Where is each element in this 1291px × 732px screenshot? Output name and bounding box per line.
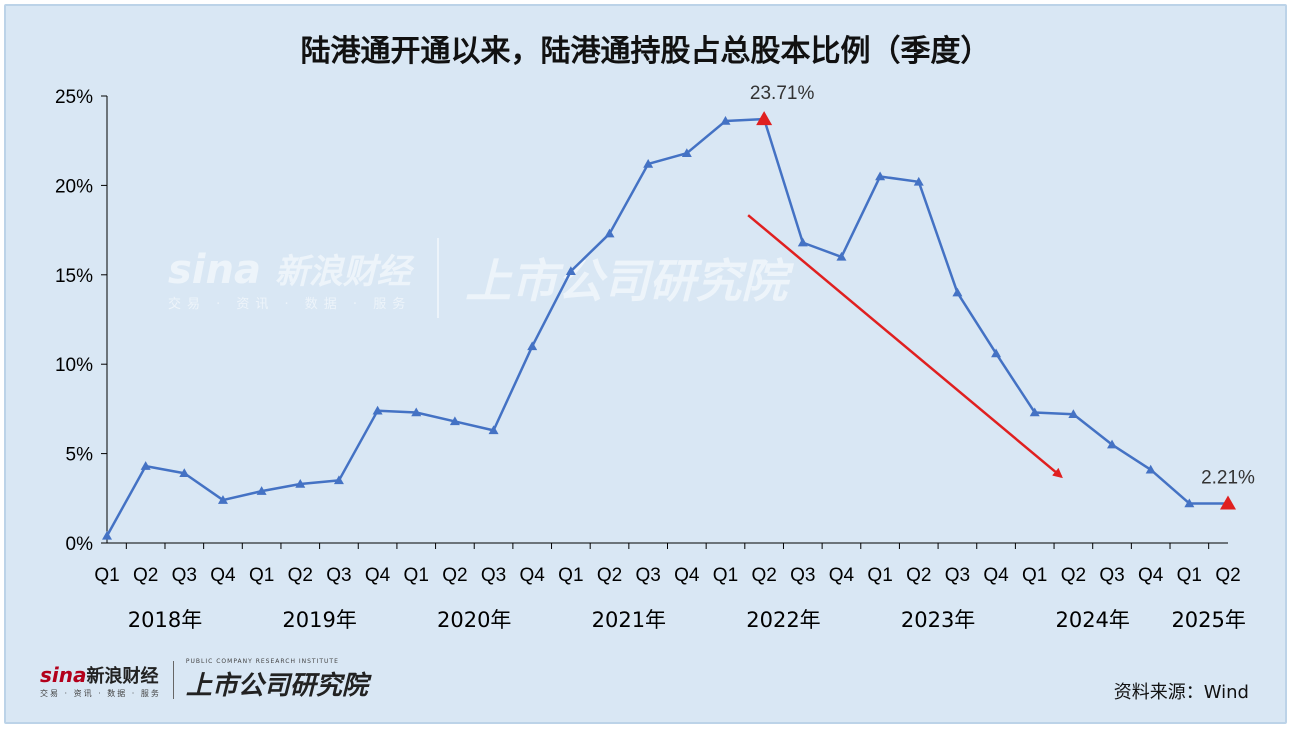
data-point-marker: [1107, 439, 1118, 449]
data-point-marker: [449, 416, 460, 426]
watermark-institute: 上市公司研究院: [465, 254, 788, 308]
data-point-marker: [952, 287, 963, 297]
x-tick-label: Q3: [481, 565, 506, 586]
x-tick-label: Q3: [790, 565, 815, 586]
x-tick-label: Q2: [751, 565, 776, 586]
footer-logos: sina新浪财经 交易 · 资讯 · 数据 · 服务 PUBLIC COMPAN…: [40, 658, 368, 702]
x-tick-label: Q4: [983, 565, 1009, 586]
data-point-marker: [913, 176, 924, 186]
data-point-marker: [140, 461, 151, 470]
highlight-point-marker: [756, 111, 773, 126]
x-tick-label: Q1: [1177, 565, 1202, 586]
data-point-marker: [604, 228, 615, 238]
x-tick-label: Q3: [1099, 565, 1124, 586]
y-tick-label: 25%: [55, 87, 93, 108]
chart-frame: [4, 4, 1287, 724]
year-label: 2022年: [746, 608, 820, 632]
series-line: [102, 111, 1236, 540]
logo-divider: [172, 661, 174, 699]
y-tick-label: 15%: [55, 266, 93, 287]
tick-labels: 0% 5% 10% 15% 20% 25% Q1 Q2 Q3 Q4 Q1 Q2 Q3 Q4 Q1 Q2 Q3 Q4…: [55, 87, 1246, 632]
data-point-marker: [1029, 407, 1040, 417]
data-point-marker: [411, 407, 422, 417]
data-point-marker: [1068, 409, 1079, 419]
x-tick-label: Q1: [94, 565, 119, 586]
data-point-marker: [875, 171, 886, 181]
data-point-marker: [217, 495, 228, 504]
x-tick-label: Q1: [1022, 565, 1047, 586]
x-tick-label: Q2: [1215, 565, 1240, 586]
data-point-marker: [256, 486, 267, 495]
y-tick-label: 5%: [66, 445, 94, 466]
x-tick-label: Q1: [404, 565, 429, 586]
data-point-marker: [333, 475, 344, 485]
data-point-marker: [720, 116, 731, 125]
watermark: sina 新浪财经 交易 · 资讯 · 数据 · 服务 上市公司研究院: [168, 238, 787, 318]
institute-logo: PUBLIC COMPANY RESEARCH INSTITUTE 上市公司研究…: [185, 658, 368, 701]
data-point-marker: [836, 251, 847, 261]
x-tick-label: Q4: [210, 565, 236, 586]
x-tick-label: Q3: [326, 565, 351, 586]
series-polyline: [105, 117, 1228, 537]
data-point-marker: [643, 158, 654, 168]
x-tick-label: Q2: [906, 565, 931, 586]
data-point-marker: [372, 405, 383, 415]
x-tick-label: Q2: [288, 565, 313, 586]
x-tick-label: Q3: [945, 565, 970, 586]
data-point-marker: [295, 478, 306, 488]
sina-finance-logo: sina新浪财经 交易 · 资讯 · 数据 · 服务: [40, 662, 161, 698]
data-point-marker: [991, 348, 1002, 358]
year-label: 2018年: [128, 608, 202, 632]
data-point-marker: [102, 530, 112, 540]
x-tick-label: Q4: [829, 565, 855, 586]
y-tick-label: 20%: [55, 176, 93, 197]
data-point-marker: [681, 148, 692, 157]
data-point-marker: [488, 425, 499, 435]
y-tick-label: 10%: [55, 355, 93, 376]
year-label: 2019年: [282, 608, 356, 632]
chart-title: 陆港通开通以来，陆港通持股占总股本比例（季度）: [300, 34, 991, 69]
watermark-divider: [437, 238, 440, 318]
x-tick-label: Q2: [597, 565, 622, 586]
x-tick-label: Q1: [249, 565, 274, 586]
year-label: 2023年: [901, 608, 975, 632]
x-tick-label: Q3: [172, 565, 197, 586]
data-point-marker: [179, 468, 190, 478]
x-tick-label: Q1: [713, 565, 738, 586]
x-tick-label: Q4: [1138, 565, 1164, 586]
data-point-marker: [1145, 464, 1156, 474]
highlight-point-marker: [1220, 495, 1236, 510]
x-tick-label: Q4: [365, 565, 391, 586]
data-point-marker: [527, 341, 538, 351]
x-tick-label: Q2: [1061, 565, 1086, 586]
watermark-sina-sub: 交易 · 资讯 · 数据 · 服务: [168, 297, 412, 312]
trend-arrow: [747, 214, 1063, 479]
x-tick-label: Q2: [442, 565, 467, 586]
data-point-marker: [565, 266, 576, 275]
watermark-sina-mark: sina 新浪财经: [168, 247, 411, 293]
year-label: 2024年: [1055, 608, 1129, 632]
year-label: 2025年: [1171, 608, 1245, 632]
source-note: 资料来源：Wind: [1113, 682, 1249, 703]
data-point-marker: [1184, 498, 1195, 508]
x-tick-label: Q4: [520, 565, 546, 586]
year-label: 2020年: [437, 608, 511, 632]
annotations: 23.71% 2.21%: [747, 83, 1255, 488]
x-tick-label: Q4: [674, 565, 700, 586]
x-tick-label: Q3: [635, 565, 660, 586]
data-label: 2.21%: [1201, 467, 1255, 488]
x-tick-label: Q1: [558, 565, 583, 586]
axes: [101, 95, 1228, 549]
data-label: 23.71%: [750, 83, 815, 104]
y-tick-label: 0%: [66, 534, 94, 555]
x-tick-label: Q1: [867, 565, 892, 586]
data-point-marker: [797, 237, 808, 247]
year-label: 2021年: [592, 608, 666, 632]
x-tick-label: Q2: [133, 565, 158, 586]
